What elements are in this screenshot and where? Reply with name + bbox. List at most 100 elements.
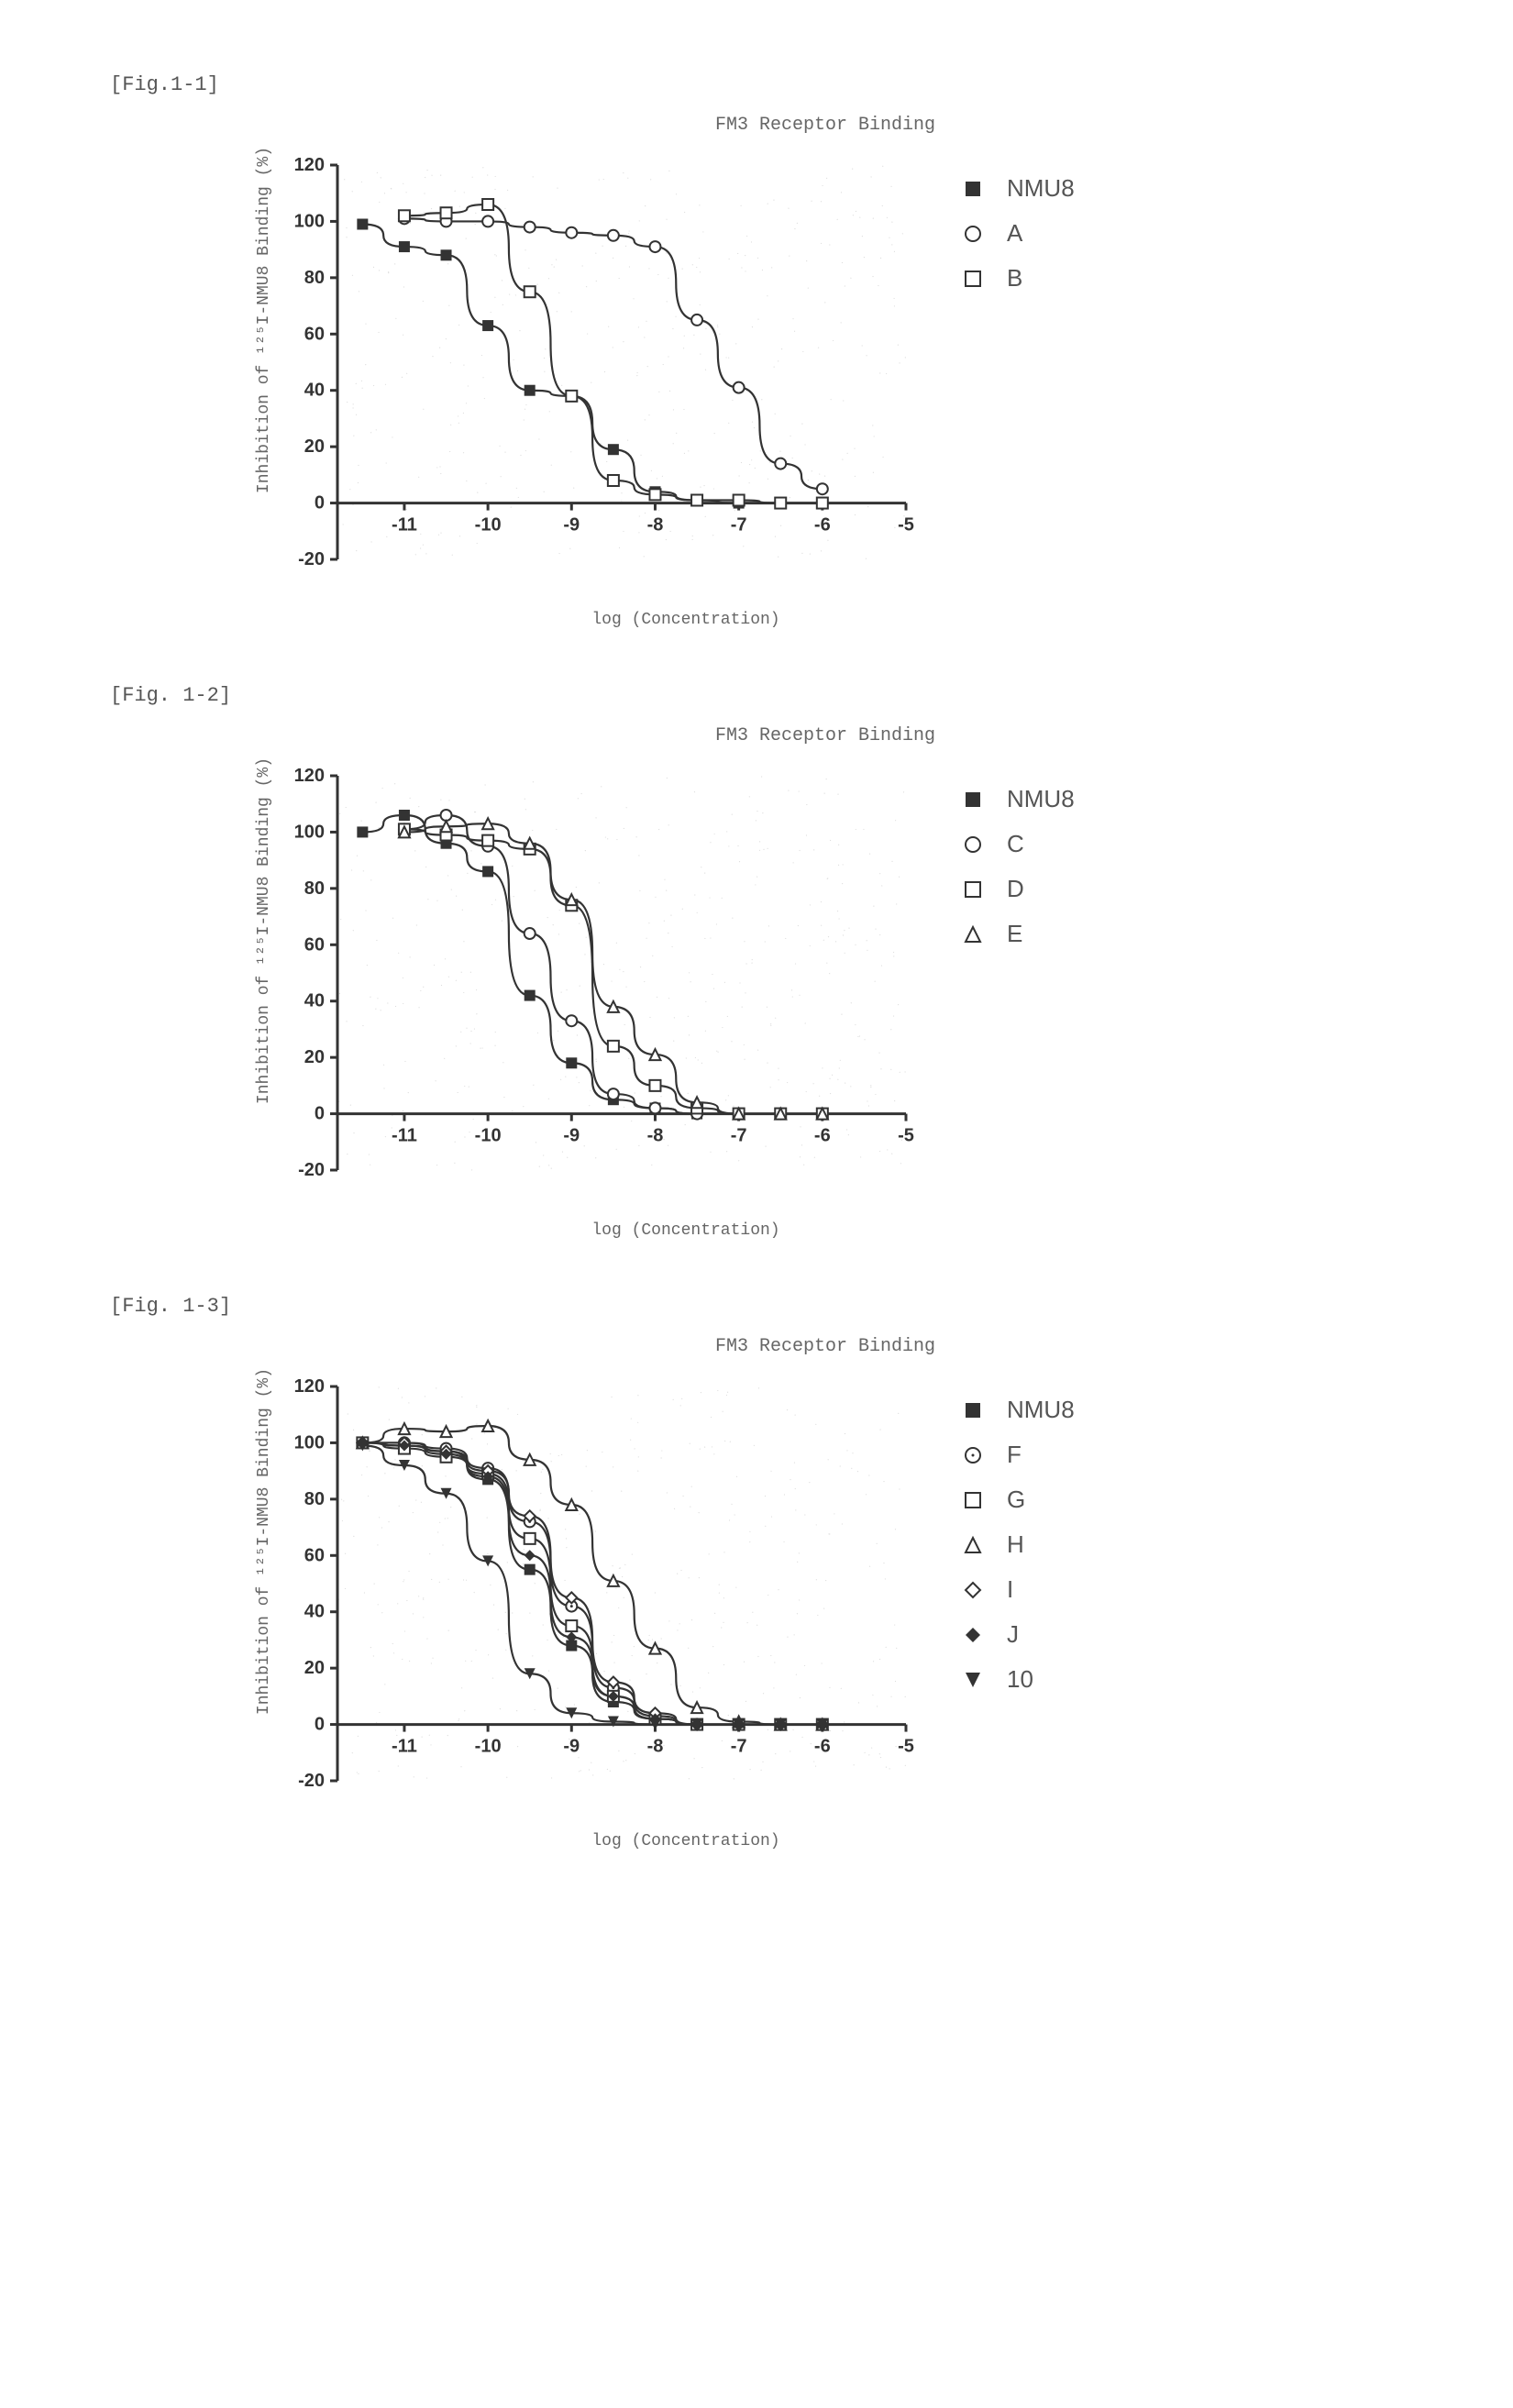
chart-plot: -20020406080100120-11-10-9-8-7-6-5 log (… bbox=[273, 757, 924, 1240]
chart-wrap: Inhibition of ¹²⁵I-NMU8 Binding (%) -20 0… bbox=[248, 147, 1403, 629]
svg-text:-9: -9 bbox=[563, 1126, 580, 1146]
legend: NMU8 C D E bbox=[961, 785, 1075, 965]
svg-text:-20: -20 bbox=[298, 1771, 325, 1791]
svg-text:-9: -9 bbox=[563, 515, 580, 536]
legend-item: C bbox=[961, 830, 1075, 858]
svg-text:120: 120 bbox=[294, 766, 325, 786]
chart-title: FM3 Receptor Binding bbox=[248, 115, 1403, 136]
legend-marker-icon bbox=[961, 922, 985, 946]
legend-item: F bbox=[961, 1441, 1075, 1469]
svg-text:80: 80 bbox=[304, 268, 325, 288]
legend-item: H bbox=[961, 1530, 1075, 1559]
chart-plot: -20020406080100120-11-10-9-8-7-6-5 log (… bbox=[273, 147, 924, 629]
svg-text:20: 20 bbox=[304, 1658, 325, 1678]
legend-label: NMU8 bbox=[1007, 785, 1075, 813]
figures-container: [Fig.1-1] FM3 Receptor Binding Inhibitio… bbox=[110, 73, 1403, 1850]
legend-marker-icon bbox=[961, 222, 985, 246]
legend-marker-icon bbox=[961, 1488, 985, 1512]
svg-text:-6: -6 bbox=[814, 1737, 831, 1757]
svg-text:-8: -8 bbox=[647, 1737, 664, 1757]
figure-block: [Fig. 1-2] FM3 Receptor Binding Inhibiti… bbox=[110, 684, 1403, 1240]
svg-text:-5: -5 bbox=[898, 1126, 914, 1146]
svg-text:-7: -7 bbox=[731, 1126, 747, 1146]
svg-text:-8: -8 bbox=[647, 1126, 664, 1146]
legend-marker-icon bbox=[961, 1668, 985, 1692]
svg-text:0: 0 bbox=[315, 1104, 325, 1124]
svg-text:100: 100 bbox=[294, 211, 325, 231]
legend-item: I bbox=[961, 1575, 1075, 1604]
legend-item: E bbox=[961, 920, 1075, 948]
legend-label: A bbox=[1007, 219, 1022, 248]
legend-label: F bbox=[1007, 1441, 1022, 1469]
legend-label: 10 bbox=[1007, 1665, 1033, 1694]
y-axis-label: Inhibition of ¹²⁵I-NMU8 Binding (%) bbox=[248, 147, 273, 530]
svg-text:-20: -20 bbox=[298, 1160, 325, 1180]
svg-text:0: 0 bbox=[315, 493, 325, 514]
chart-title: FM3 Receptor Binding bbox=[248, 725, 1403, 746]
svg-text:120: 120 bbox=[294, 1376, 325, 1397]
chart-plot: -20020406080100120-11-10-9-8-7-6-5 log (… bbox=[273, 1368, 924, 1850]
chart-title: FM3 Receptor Binding bbox=[248, 1336, 1403, 1357]
svg-text:-20: -20 bbox=[298, 549, 325, 569]
svg-text:-11: -11 bbox=[392, 1126, 417, 1146]
legend-label: B bbox=[1007, 264, 1022, 293]
svg-text:-10: -10 bbox=[475, 515, 502, 536]
svg-text:-7: -7 bbox=[731, 1737, 747, 1757]
legend-item: 10 bbox=[961, 1665, 1075, 1694]
legend-item: G bbox=[961, 1486, 1075, 1514]
legend-marker-icon bbox=[961, 878, 985, 901]
x-axis-label: log (Concentration) bbox=[447, 1832, 924, 1850]
legend-marker-icon bbox=[961, 1578, 985, 1602]
svg-text:20: 20 bbox=[304, 436, 325, 457]
svg-text:-10: -10 bbox=[475, 1737, 502, 1757]
svg-text:60: 60 bbox=[304, 1545, 325, 1565]
figure-label: [Fig. 1-3] bbox=[110, 1295, 1403, 1318]
x-axis-label: log (Concentration) bbox=[447, 1221, 924, 1240]
svg-text:-6: -6 bbox=[814, 515, 831, 536]
chart-wrap: Inhibition of ¹²⁵I-NMU8 Binding (%) -200… bbox=[248, 1368, 1403, 1850]
legend-marker-icon bbox=[961, 1623, 985, 1647]
svg-text:-9: -9 bbox=[563, 1737, 580, 1757]
svg-text:-11: -11 bbox=[392, 515, 417, 536]
svg-text:-5: -5 bbox=[898, 515, 914, 536]
legend-marker-icon bbox=[961, 833, 985, 856]
legend-item: NMU8 bbox=[961, 174, 1075, 203]
svg-text:-8: -8 bbox=[647, 515, 664, 536]
figure-block: [Fig.1-1] FM3 Receptor Binding Inhibitio… bbox=[110, 73, 1403, 629]
svg-text:-5: -5 bbox=[898, 1737, 914, 1757]
svg-text:40: 40 bbox=[304, 991, 325, 1011]
svg-text:40: 40 bbox=[304, 381, 325, 401]
legend-label: NMU8 bbox=[1007, 1396, 1075, 1424]
y-axis-label: Inhibition of ¹²⁵I-NMU8 Binding (%) bbox=[248, 757, 273, 1141]
legend-label: I bbox=[1007, 1575, 1013, 1604]
legend-label: J bbox=[1007, 1620, 1019, 1649]
legend-label: NMU8 bbox=[1007, 174, 1075, 203]
legend: NMU8 A B bbox=[961, 174, 1075, 309]
svg-text:80: 80 bbox=[304, 878, 325, 899]
chart-svg: -20 0 20 40 60 80 100 120 -11 -10 -9 -8 -7 -6 -5 bbox=[273, 147, 924, 605]
legend-marker-icon bbox=[961, 788, 985, 812]
legend-item: B bbox=[961, 264, 1075, 293]
legend-label: C bbox=[1007, 830, 1024, 858]
chart-wrap: Inhibition of ¹²⁵I-NMU8 Binding (%) -20 0… bbox=[248, 757, 1403, 1240]
svg-text:60: 60 bbox=[304, 934, 325, 955]
legend-marker-icon bbox=[961, 1398, 985, 1422]
svg-text:-10: -10 bbox=[475, 1126, 502, 1146]
legend-item: D bbox=[961, 875, 1075, 903]
legend-label: D bbox=[1007, 875, 1024, 903]
legend-item: NMU8 bbox=[961, 1396, 1075, 1424]
legend-marker-icon bbox=[961, 1443, 985, 1467]
legend: NMU8 F G H I J 10 bbox=[961, 1396, 1075, 1710]
svg-text:60: 60 bbox=[304, 324, 325, 344]
legend-item: J bbox=[961, 1620, 1075, 1649]
legend-item: NMU8 bbox=[961, 785, 1075, 813]
legend-label: E bbox=[1007, 920, 1022, 948]
svg-text:-7: -7 bbox=[731, 515, 747, 536]
figure-label: [Fig.1-1] bbox=[110, 73, 1403, 96]
figure-block: [Fig. 1-3] FM3 Receptor Binding Inhibiti… bbox=[110, 1295, 1403, 1850]
svg-text:120: 120 bbox=[294, 155, 325, 175]
legend-label: G bbox=[1007, 1486, 1025, 1514]
svg-text:100: 100 bbox=[294, 1432, 325, 1453]
legend-item: A bbox=[961, 219, 1075, 248]
svg-text:80: 80 bbox=[304, 1489, 325, 1509]
